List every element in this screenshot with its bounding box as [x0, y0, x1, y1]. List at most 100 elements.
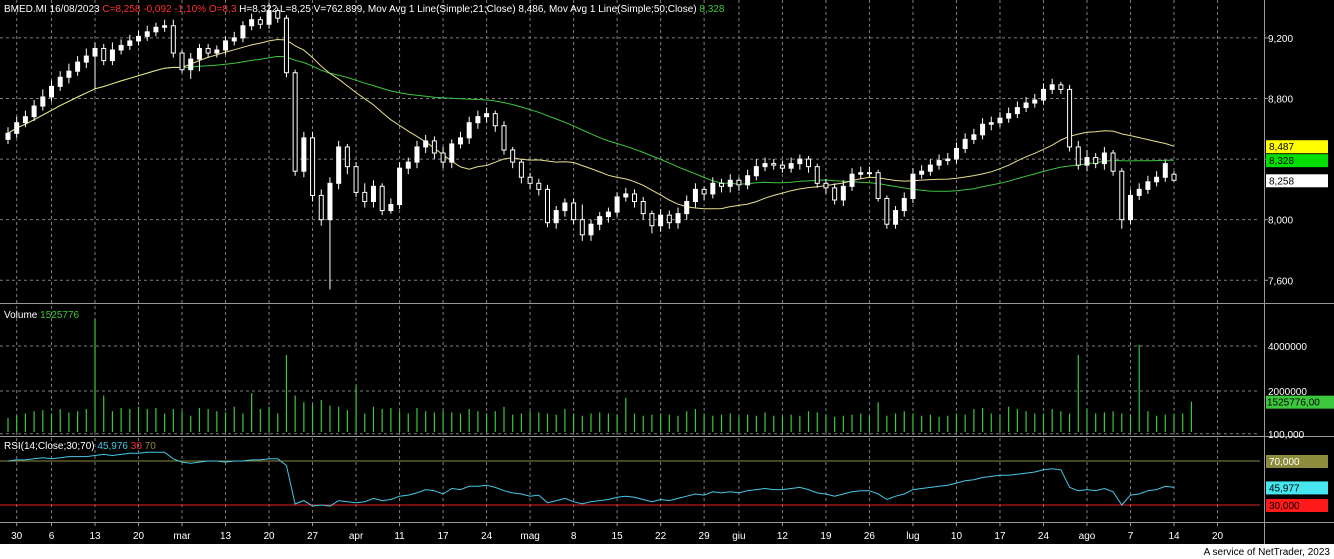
candle-body: [614, 196, 620, 213]
candle-body: [5, 132, 11, 140]
candle-body: [701, 188, 707, 195]
candle-body: [414, 146, 420, 163]
candle-body: [370, 185, 376, 202]
candle-body: [936, 160, 942, 166]
ma50-line: [7, 55, 1175, 192]
candle-body: [440, 152, 446, 163]
ma50-value: 8,328: [699, 4, 725, 15]
x-tick-label: giu: [732, 531, 745, 542]
rsi-upper: 70: [144, 441, 156, 452]
footer-bar: [0, 544, 1334, 559]
symbol-date: BMED.MI 16/08/2023: [4, 4, 100, 15]
x-tick-label: 20: [263, 531, 275, 542]
candle-body: [153, 26, 159, 33]
x-tick-label: 15: [612, 531, 624, 542]
x-tick-label: 17: [994, 531, 1006, 542]
candle-body: [144, 31, 150, 37]
price-tick-label: 8,000: [1268, 216, 1293, 227]
x-tick-label: 7: [1128, 531, 1134, 542]
candle-body: [336, 146, 342, 184]
candle-body: [66, 70, 72, 78]
close-last-tag-text: 8,258: [1269, 176, 1294, 187]
rsi-lower: 30: [130, 441, 142, 452]
volume-tick-label: 100,000: [1268, 430, 1305, 441]
candle-body: [901, 197, 907, 212]
candle-body: [257, 19, 263, 25]
candle-body: [49, 85, 55, 98]
x-tick-label: 14: [1168, 531, 1180, 542]
candle-body: [127, 40, 133, 46]
volume-pane: [7, 319, 1193, 432]
candle-body: [1136, 188, 1142, 196]
candle-body: [1119, 170, 1125, 221]
candle-body: [484, 113, 490, 118]
ma21-value: 8,486,: [518, 4, 547, 15]
ma21-last-tag-text: 8,487: [1269, 142, 1294, 153]
candle-body: [249, 19, 255, 27]
candle-body: [344, 146, 350, 168]
candle-body: [684, 200, 690, 215]
candle-body: [379, 185, 385, 212]
price-tick-label: 7,600: [1268, 276, 1293, 287]
volume-last-tag: [1266, 395, 1334, 409]
candle-body: [475, 116, 481, 124]
candle-body: [22, 116, 28, 124]
x-tick-label: mar: [173, 531, 191, 542]
candle-body: [162, 25, 168, 28]
candle-body: [179, 52, 185, 71]
candle-body: [231, 37, 237, 42]
candle-body: [849, 173, 855, 187]
candle-body: [31, 105, 37, 118]
candle-body: [353, 166, 359, 193]
candle-body: [1093, 157, 1099, 165]
hlv-values: H=8,322 L=8,25 V=762.899,: [239, 4, 366, 15]
candle-body: [753, 166, 759, 177]
candle-body: [962, 138, 968, 149]
candle-body: [866, 172, 872, 175]
candle-body: [449, 143, 455, 163]
rsi-lower-tag-text: 30,000: [1269, 501, 1300, 512]
candle-body: [466, 122, 472, 139]
x-tick-label: 30: [11, 531, 23, 542]
candle-body: [710, 182, 716, 195]
candle-body: [745, 175, 751, 186]
candle-body: [118, 44, 124, 51]
x-tick-label: 10: [951, 531, 963, 542]
candle-body: [362, 191, 368, 202]
candle-body: [536, 182, 542, 190]
rsi-line: [7, 451, 1175, 507]
candle-body: [971, 134, 977, 140]
candle-body: [988, 122, 994, 125]
candle-body: [1084, 157, 1090, 166]
candle-body: [823, 182, 829, 189]
x-tick-label: ago: [1079, 531, 1096, 542]
candle-body: [597, 216, 603, 225]
candle-body: [719, 182, 725, 187]
price-tick-label: 8,800: [1268, 94, 1293, 105]
candle-body: [571, 202, 577, 221]
rsi-value-tag-text: 45,977: [1269, 483, 1300, 494]
x-tick-label: 26: [864, 531, 876, 542]
volume-tick-label: 4000000: [1268, 342, 1307, 353]
candle-body: [623, 193, 629, 198]
x-tick-label: 19: [820, 531, 832, 542]
candle-body: [101, 47, 107, 62]
candle-body: [527, 176, 533, 184]
candle-body: [1075, 146, 1081, 166]
candle-body: [40, 96, 46, 107]
candle-body: [292, 72, 298, 172]
x-tick-label: 6: [49, 531, 55, 542]
candle-body: [632, 193, 638, 202]
rsi-upper-tag-text: 70,000: [1269, 457, 1300, 468]
x-tick-label: 29: [699, 531, 711, 542]
candle-body: [666, 214, 672, 224]
candle-body: [510, 149, 516, 163]
close-value: C=8,258 -0,092 -1,10%: [102, 4, 207, 15]
ma50-last-tag: [1266, 154, 1328, 168]
open-value: O=8,3: [208, 4, 237, 15]
volume-legend: Volume 1525776: [4, 310, 79, 321]
candle-body: [1101, 152, 1107, 165]
candle-body: [518, 161, 524, 178]
ma21-label: Mov Avg 1 Line(Simple;21;Close): [367, 4, 516, 15]
candle-body: [806, 158, 812, 168]
